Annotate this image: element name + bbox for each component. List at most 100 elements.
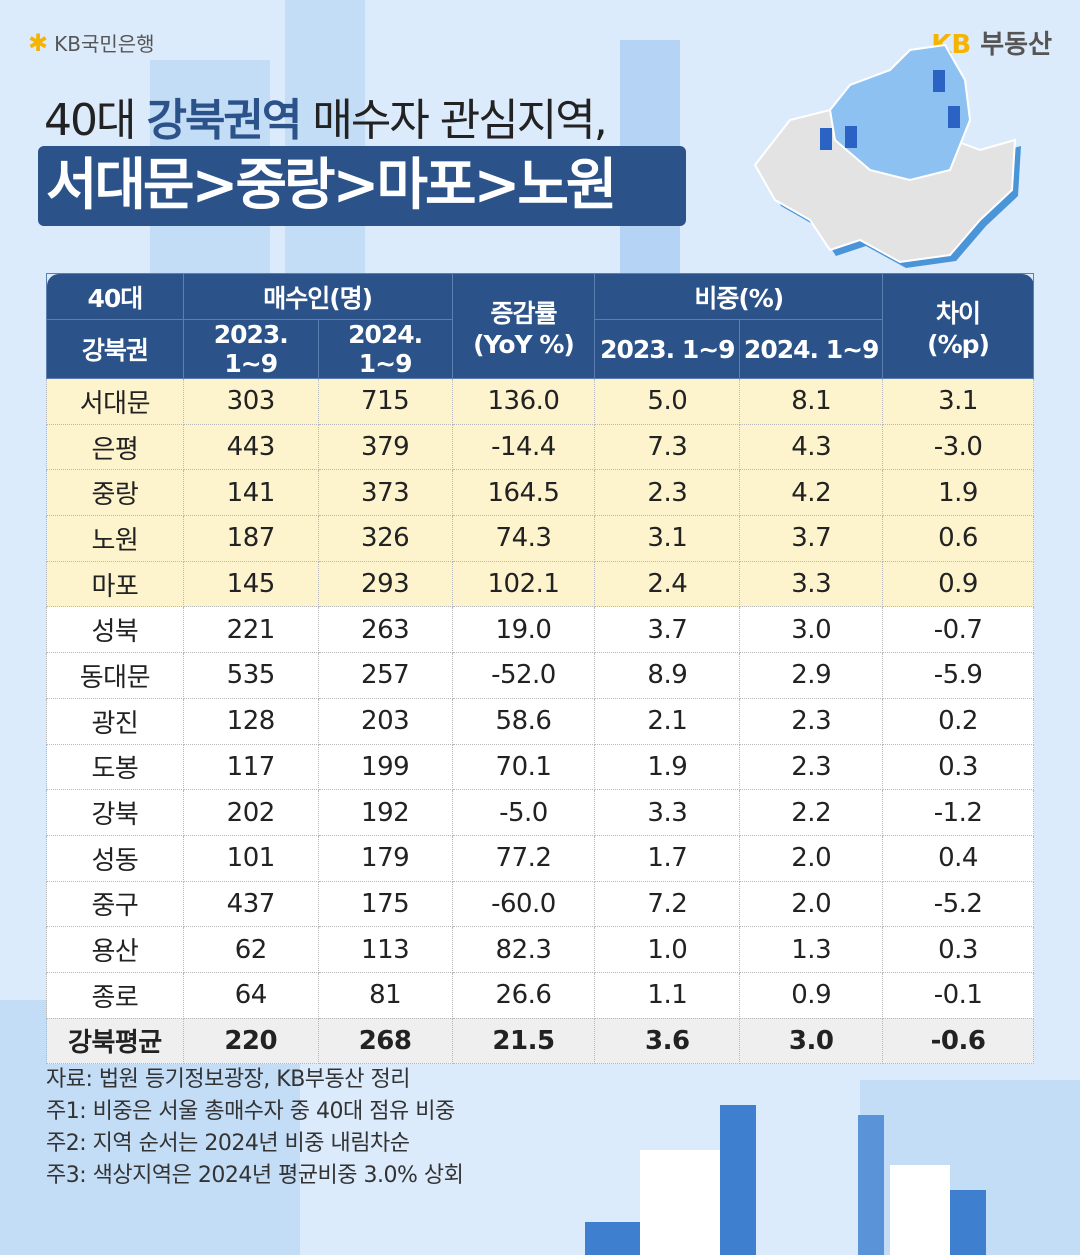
cell-region: 종로 (46, 971, 184, 1019)
cell-b2023: 303 (182, 378, 319, 425)
cell-diff: 0.6 (882, 515, 1034, 562)
cell-region: 동대문 (46, 652, 184, 699)
cell-b2023: 202 (182, 789, 319, 836)
cell-b2024: 268 (317, 1017, 453, 1065)
cell-yoy: 82.3 (451, 926, 596, 973)
header-share-2023: 2023. 1~9 (594, 319, 741, 379)
cell-yoy: 58.6 (451, 697, 596, 745)
kb-real-estate-logo: KB 부동산 (931, 24, 1052, 61)
cell-s2024: 2.0 (739, 880, 884, 928)
cell-yoy: -60.0 (451, 880, 596, 928)
cell-diff: 0.2 (882, 697, 1034, 745)
cell-b2024: 81 (317, 971, 453, 1019)
header-diff: 차이 (%p) (882, 273, 1034, 379)
table-row: 도봉 117 199 70.1 1.9 2.3 0.3 (46, 743, 1034, 791)
cell-yoy: -14.4 (451, 423, 596, 471)
cell-b2024: 293 (317, 560, 453, 608)
city-building (858, 1115, 884, 1255)
cell-s2024: 2.3 (739, 697, 884, 745)
cell-b2024: 192 (317, 789, 453, 836)
cell-diff: -5.2 (882, 880, 1034, 928)
cell-s2023: 3.7 (594, 606, 741, 654)
cell-s2024: 1.3 (739, 926, 884, 973)
cell-diff: 1.9 (882, 469, 1034, 517)
cell-yoy: -5.0 (451, 789, 596, 836)
cell-region: 은평 (46, 423, 184, 471)
cell-b2023: 221 (182, 606, 319, 654)
cell-s2023: 1.1 (594, 971, 741, 1019)
cell-diff: 0.3 (882, 926, 1034, 973)
cell-s2023: 1.7 (594, 834, 741, 882)
cell-yoy: 136.0 (451, 378, 596, 425)
cell-region: 광진 (46, 697, 184, 745)
cell-s2023: 3.6 (594, 1017, 741, 1065)
cell-diff: -5.9 (882, 652, 1034, 699)
cell-diff: -0.6 (882, 1017, 1034, 1065)
title-line2: 서대문>중랑>마포>노원 (38, 146, 686, 226)
cell-yoy: 77.2 (451, 834, 596, 882)
header-diff-bottom: (%p) (927, 329, 990, 359)
cell-b2023: 141 (182, 469, 319, 517)
cell-diff: -0.7 (882, 606, 1034, 654)
header-buyers-2024: 2024. 1~9 (317, 319, 453, 379)
cell-s2024: 2.0 (739, 834, 884, 882)
cell-s2024: 4.2 (739, 469, 884, 517)
average-row: 강북평균 220 268 21.5 3.6 3.0 -0.6 (46, 1017, 1034, 1065)
cell-region: 중랑 (46, 469, 184, 517)
cell-b2023: 220 (182, 1017, 319, 1065)
city-building (585, 1222, 640, 1255)
seoul-map-illustration (753, 43, 1021, 268)
cell-b2023: 64 (182, 971, 319, 1019)
cell-b2024: 379 (317, 423, 453, 471)
cell-s2024: 3.7 (739, 515, 884, 562)
cell-yoy: 70.1 (451, 743, 596, 791)
cell-b2024: 175 (317, 880, 453, 928)
cell-yoy: 102.1 (451, 560, 596, 608)
cell-b2024: 203 (317, 697, 453, 745)
cell-diff: 0.9 (882, 560, 1034, 608)
cell-s2024: 2.9 (739, 652, 884, 699)
table-row: 동대문 535 257 -52.0 8.9 2.9 -5.9 (46, 652, 1034, 699)
cell-region: 강북평균 (46, 1017, 184, 1065)
cell-diff: 0.3 (882, 743, 1034, 791)
cell-b2024: 263 (317, 606, 453, 654)
cell-s2023: 7.2 (594, 880, 741, 928)
title-suffix: 매수자 관심지역, (300, 95, 607, 146)
cell-s2024: 2.3 (739, 743, 884, 791)
header-diff-top: 차이 (936, 298, 981, 328)
cell-region: 용산 (46, 926, 184, 973)
cell-s2023: 3.1 (594, 515, 741, 562)
cell-s2023: 1.0 (594, 926, 741, 973)
note-2: 주2: 지역 순서는 2024년 비중 내림차순 (46, 1131, 410, 1156)
table-body: 서대문 303 715 136.0 5.0 8.1 3.1 은평 443 379 -14.4 7.3 4… (46, 378, 1034, 1065)
cell-b2023: 437 (182, 880, 319, 928)
kb-star-icon: ✱ (28, 28, 49, 57)
header-change-top: 증감률 (490, 298, 557, 328)
table-row: 중랑 141 373 164.5 2.3 4.2 1.9 (46, 469, 1034, 517)
header-region-bottom: 강북권 (46, 319, 184, 379)
cell-region: 마포 (46, 560, 184, 608)
cell-s2023: 2.3 (594, 469, 741, 517)
cell-b2024: 257 (317, 652, 453, 699)
cell-region: 성동 (46, 834, 184, 882)
header-region-top: 40대 (46, 273, 184, 320)
table-row: 성동 101 179 77.2 1.7 2.0 0.4 (46, 834, 1034, 882)
title-line1: 40대 강북권역 매수자 관심지역, (44, 84, 608, 148)
table-row: 용산 62 113 82.3 1.0 1.3 0.3 (46, 926, 1034, 973)
footnotes: 자료: 법원 등기정보광장, KB부동산 정리 주1: 비중은 서울 총매수자 … (46, 1064, 464, 1192)
cell-s2024: 3.0 (739, 606, 884, 654)
cell-region: 강북 (46, 789, 184, 836)
cell-s2023: 7.3 (594, 423, 741, 471)
cell-b2024: 326 (317, 515, 453, 562)
note-source: 자료: 법원 등기정보광장, KB부동산 정리 (46, 1067, 411, 1092)
cell-b2023: 62 (182, 926, 319, 973)
cell-s2024: 3.0 (739, 1017, 884, 1065)
city-building (890, 1165, 950, 1255)
header-change-bottom: (YoY %) (473, 329, 575, 359)
cell-diff: 0.4 (882, 834, 1034, 882)
cell-s2023: 2.4 (594, 560, 741, 608)
cell-yoy: -52.0 (451, 652, 596, 699)
cell-yoy: 26.6 (451, 971, 596, 1019)
logo-text: 부동산 (980, 30, 1052, 60)
table-row: 강북 202 192 -5.0 3.3 2.2 -1.2 (46, 789, 1034, 836)
